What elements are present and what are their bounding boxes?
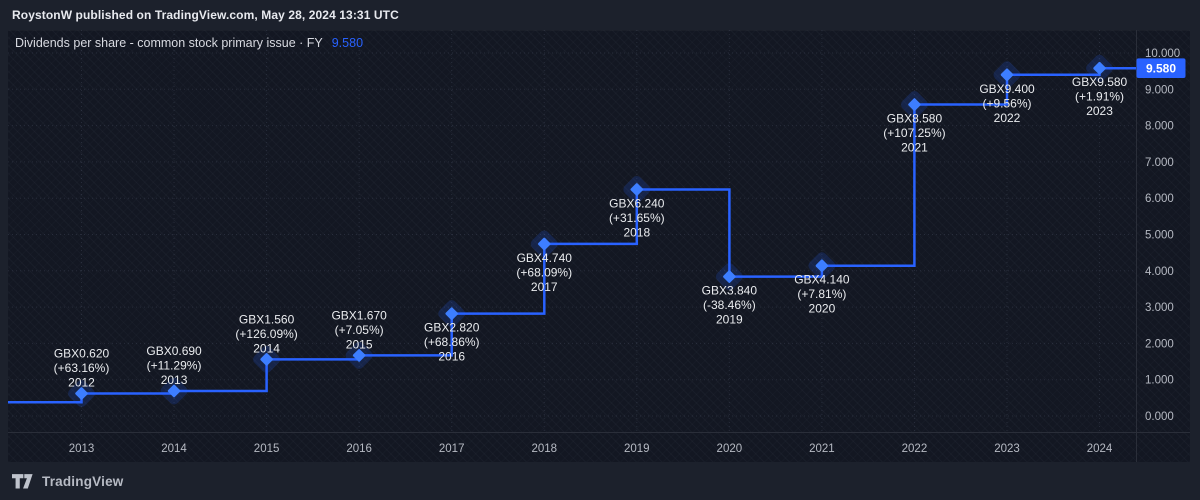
y-tick-label: 0.000 xyxy=(1145,411,1174,423)
point-year-label: 2016 xyxy=(438,350,465,364)
data-point-2018 xyxy=(623,176,651,203)
tradingview-brand-text[interactable]: TradingView xyxy=(42,473,124,489)
price-badge-value: 9.580 xyxy=(1146,61,1176,75)
data-point-2019 xyxy=(715,263,743,291)
chart-legend: Dividends per share - common stock prima… xyxy=(15,36,363,50)
point-year-label: 2014 xyxy=(253,341,280,355)
point-price-label: GBX0.620 xyxy=(54,346,110,360)
point-price-label: GBX9.400 xyxy=(979,82,1035,96)
y-tick-label: 5.000 xyxy=(1145,230,1174,242)
y-tick-label: 8.000 xyxy=(1145,121,1174,133)
point-price-label: GBX2.820 xyxy=(424,321,480,335)
point-year-label: 2023 xyxy=(1086,104,1113,118)
dividends-step-line xyxy=(8,66,1136,404)
point-price-label: GBX3.840 xyxy=(702,284,758,298)
x-tick-label: 2021 xyxy=(809,443,835,455)
chart-title-text: Dividends per share - common stock prima… xyxy=(15,36,323,50)
tradingview-logo-icon[interactable] xyxy=(12,473,33,489)
point-change-label: (+31.65%) xyxy=(609,211,665,225)
data-point-2020 xyxy=(808,252,836,280)
data-point-2021 xyxy=(900,91,928,119)
y-tick-label: 7.000 xyxy=(1145,157,1174,169)
data-point-2012 xyxy=(68,380,95,407)
data-point-2014 xyxy=(253,345,281,373)
point-year-label: 2022 xyxy=(994,111,1021,125)
point-price-label: GBX6.240 xyxy=(609,196,665,210)
point-year-label: 2017 xyxy=(531,280,558,294)
y-tick-label: 2.000 xyxy=(1145,338,1174,350)
data-point-diamond-icon xyxy=(352,349,366,362)
point-price-label: GBX0.690 xyxy=(146,344,202,358)
chart-title-value: 9.580 xyxy=(331,36,364,50)
y-tick-label: 10.000 xyxy=(1145,48,1180,60)
attribution-text: RoystonW published on TradingView.com, M… xyxy=(12,8,399,22)
data-point-diamond-icon xyxy=(908,98,921,111)
point-year-label: 2015 xyxy=(346,337,373,351)
point-price-label: GBX4.740 xyxy=(517,251,573,265)
data-point-2013 xyxy=(160,377,188,405)
y-tick-label: 3.000 xyxy=(1145,302,1174,314)
point-price-label: GBX1.670 xyxy=(331,308,387,322)
x-tick-label: 2023 xyxy=(994,443,1020,455)
point-change-label: (+63.16%) xyxy=(54,361,110,375)
chart-pane[interactable]: Dividends per share - common stock prima… xyxy=(8,30,1190,462)
x-tick-label: 2017 xyxy=(439,443,465,455)
data-point-diamond-icon xyxy=(1093,61,1106,75)
point-year-label: 2021 xyxy=(901,141,928,155)
x-tick-label: 2014 xyxy=(161,443,187,455)
price-badge xyxy=(1136,58,1186,78)
point-price-label: GBX4.140 xyxy=(794,273,850,287)
x-tick-label: 2013 xyxy=(69,443,95,455)
data-point-diamond-icon xyxy=(1000,68,1014,82)
point-price-label: GBX9.580 xyxy=(1072,75,1128,89)
y-tick-label: 6.000 xyxy=(1145,193,1174,205)
point-change-label: (+126.09%) xyxy=(235,327,297,341)
point-change-label: (+11.29%) xyxy=(147,358,202,372)
x-tick-label: 2020 xyxy=(717,443,743,455)
point-price-label: GBX1.560 xyxy=(239,312,295,326)
point-year-label: 2012 xyxy=(68,375,95,389)
x-tick-label: 2022 xyxy=(902,443,928,455)
data-point-2016 xyxy=(438,300,466,328)
y-tick-label: 4.000 xyxy=(1145,266,1174,278)
data-point-diamond-icon xyxy=(260,353,273,366)
point-year-label: 2020 xyxy=(809,302,836,316)
data-point-diamond-icon xyxy=(630,183,644,196)
data-point-diamond-icon xyxy=(167,384,181,398)
data-point-2022 xyxy=(993,61,1021,89)
chart-plot-area[interactable]: GBX0.620(+63.16%)2012GBX0.690(+11.29%)20… xyxy=(8,30,1190,462)
point-year-label: 2013 xyxy=(161,373,188,387)
x-tick-label: 2016 xyxy=(346,443,372,455)
point-change-label: (+107.25%) xyxy=(883,126,945,140)
point-year-label: 2019 xyxy=(716,313,743,327)
point-change-label: (+9.56%) xyxy=(982,96,1031,110)
x-tick-label: 2015 xyxy=(254,443,280,455)
footer-bar: TradingView xyxy=(12,462,123,500)
data-point-2023 xyxy=(1086,54,1114,82)
y-tick-label: 1.000 xyxy=(1145,375,1174,387)
data-point-diamond-icon xyxy=(445,307,458,320)
data-point-2017 xyxy=(530,230,558,258)
data-point-diamond-icon xyxy=(723,270,736,283)
x-tick-label: 2019 xyxy=(624,443,650,455)
data-point-diamond-icon xyxy=(75,387,88,400)
point-change-label: (+1.91%) xyxy=(1075,90,1124,104)
point-change-label: (-38.46%) xyxy=(703,298,756,312)
point-change-label: (+7.81%) xyxy=(797,287,846,301)
data-point-2015 xyxy=(345,341,373,369)
attribution-bar: RoystonW published on TradingView.com, M… xyxy=(12,0,399,30)
x-tick-label: 2018 xyxy=(531,443,557,455)
point-year-label: 2018 xyxy=(623,225,650,239)
y-tick-label: 9.000 xyxy=(1145,84,1174,96)
point-change-label: (+68.86%) xyxy=(424,335,480,349)
data-point-diamond-icon xyxy=(815,259,829,273)
point-change-label: (+7.05%) xyxy=(335,323,384,337)
data-point-diamond-icon xyxy=(537,237,551,251)
point-change-label: (+68.09%) xyxy=(516,265,572,279)
x-tick-label: 2024 xyxy=(1087,443,1113,455)
point-price-label: GBX8.580 xyxy=(887,112,943,126)
